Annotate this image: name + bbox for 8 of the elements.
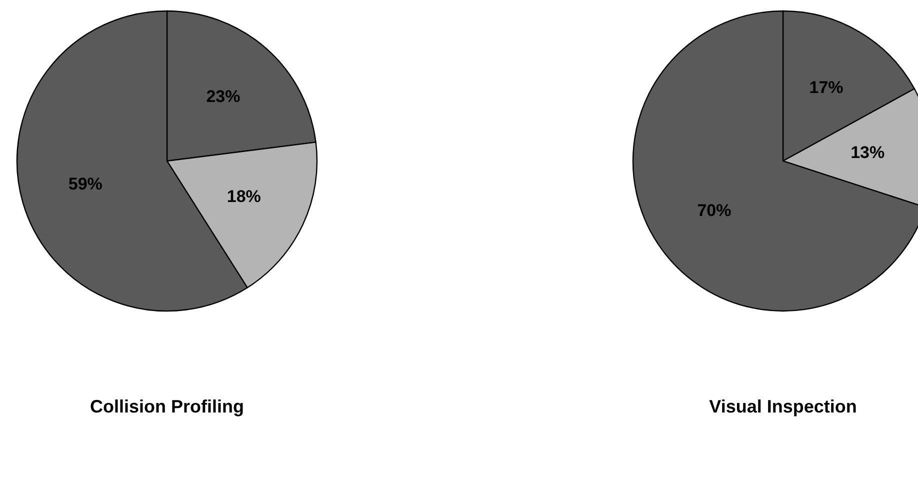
text: Collision Profiling <box>90 396 244 416</box>
data-label: 23% <box>206 87 240 106</box>
data-label: 18% <box>226 187 261 206</box>
data-label: 17% <box>809 78 844 97</box>
data-label: 59% <box>68 174 102 194</box>
data-label: 13% <box>850 143 885 162</box>
data-label: 70% <box>697 200 732 220</box>
text: Visual Inspection <box>709 396 857 416</box>
